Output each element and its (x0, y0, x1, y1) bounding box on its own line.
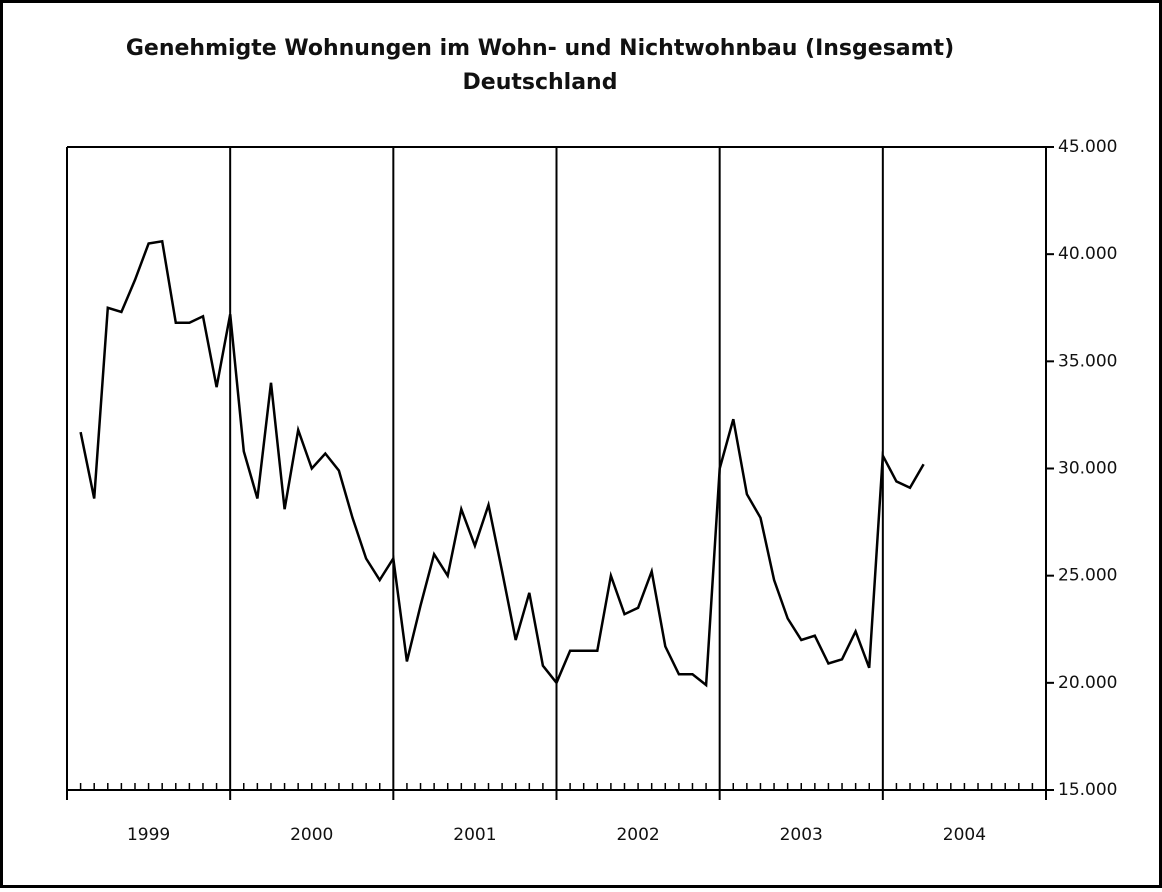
x-tick-label: 2000 (290, 825, 333, 845)
x-tick-label: 2003 (780, 825, 823, 845)
y-tick-label: 25.000 (1058, 566, 1117, 586)
y-tick-label: 45.000 (1058, 137, 1117, 157)
x-tick-label: 2002 (616, 825, 659, 845)
x-tick-label: 1999 (127, 825, 170, 845)
y-tick-label: 20.000 (1058, 673, 1117, 693)
data-line (79, 239, 925, 688)
chart-title: Genehmigte Wohnungen im Wohn- und Nichtw… (126, 36, 954, 61)
x-tick-label: 2004 (943, 825, 986, 845)
y-tick-label: 15.000 (1058, 780, 1117, 800)
y-tick-label: 35.000 (1058, 351, 1117, 371)
x-tick-label: 2001 (453, 825, 496, 845)
y-tick-label: 30.000 (1058, 459, 1117, 479)
y-tick-label: 40.000 (1058, 244, 1117, 264)
chart-subtitle: Deutschland (463, 70, 618, 95)
